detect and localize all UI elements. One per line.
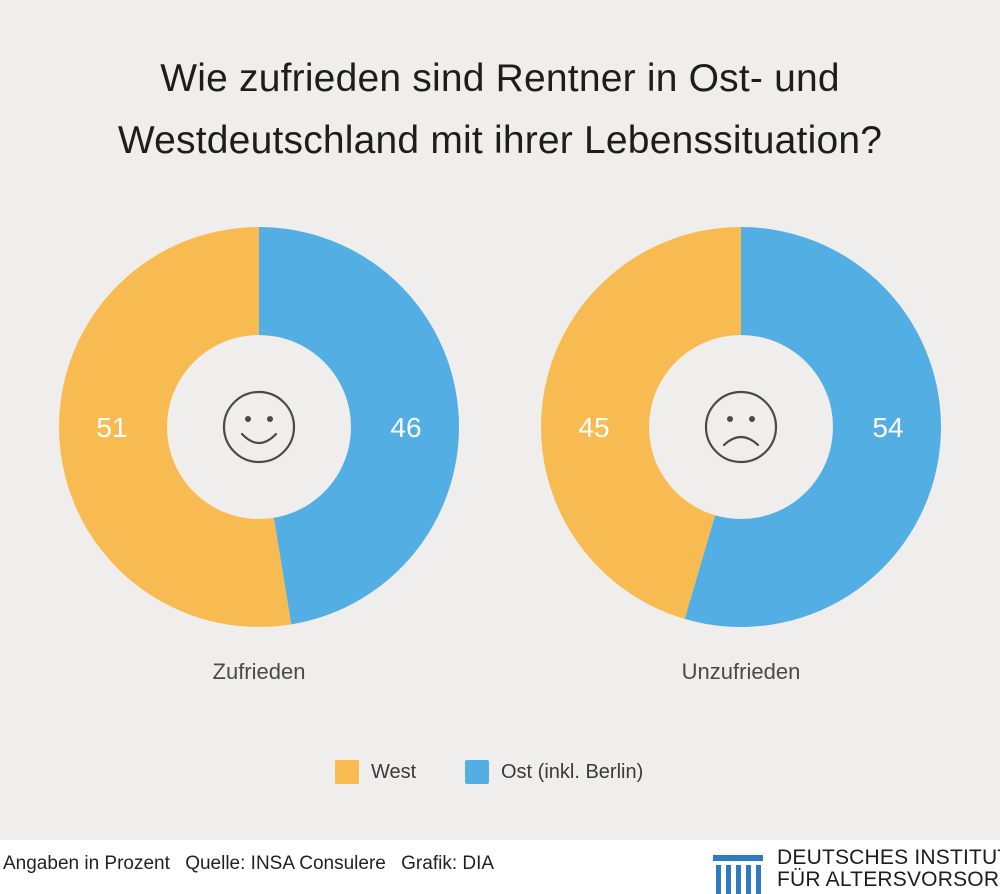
smiley-face-icon bbox=[222, 390, 296, 464]
footer-credits: Angaben in Prozent Quelle: INSA Consuler… bbox=[3, 853, 494, 875]
brand-name-line-1: DEUTSCHES INSTITUT bbox=[777, 846, 1000, 869]
footer-units-note: Angaben in Prozent bbox=[3, 853, 170, 874]
legend-label-ost: Ost (inkl. Berlin) bbox=[501, 760, 644, 783]
legend-item-ost: Ost (inkl. Berlin) bbox=[465, 755, 643, 789]
legend: West Ost (inkl. Berlin) bbox=[0, 755, 1000, 789]
legend-swatch-west bbox=[335, 760, 359, 784]
footer-credit: Grafik: DIA bbox=[401, 853, 495, 874]
footer-source: Quelle: INSA Consulere bbox=[185, 853, 386, 874]
slice-unzufrieden-west bbox=[540, 227, 741, 619]
data-label-zufrieden-west: 51 bbox=[96, 412, 127, 443]
legend-label-west: West bbox=[371, 760, 417, 783]
donut-unzufrieden: 45 54 Unzufrieden bbox=[540, 227, 941, 684]
legend-item-west: West bbox=[335, 755, 416, 789]
chart-title-line-2: Westdeutschland mit ihrer Lebenssituatio… bbox=[117, 119, 883, 162]
slice-zufrieden-ost bbox=[259, 227, 460, 625]
brand-name-line-2: FÜR ALTERSVORSORGE bbox=[777, 868, 1000, 891]
brand-logo: DEUTSCHES INSTITUT FÜR ALTERSVORSORGE bbox=[713, 847, 1000, 894]
donut-zufrieden: 51 46 Zufrieden bbox=[59, 227, 460, 684]
donut-hole-zufrieden bbox=[167, 335, 351, 519]
chart-title: Wie zufrieden sind Rentner in Ost- und W… bbox=[0, 48, 1000, 172]
sad-face-icon bbox=[704, 390, 778, 464]
data-label-unzufrieden-west: 45 bbox=[578, 412, 609, 443]
donut-hole-unzufrieden bbox=[649, 335, 833, 519]
data-label-unzufrieden-ost: 54 bbox=[872, 412, 903, 443]
legend-swatch-ost bbox=[465, 760, 489, 784]
chart-title-line-1: Wie zufrieden sind Rentner in Ost- und bbox=[160, 57, 840, 100]
brand-name: DEUTSCHES INSTITUT FÜR ALTERSVORSORGE bbox=[777, 847, 1000, 891]
data-label-zufrieden-ost: 46 bbox=[390, 412, 421, 443]
chart-label-unzufrieden: Unzufrieden bbox=[682, 659, 801, 684]
columns-logo-icon bbox=[713, 855, 763, 894]
chart-label-zufrieden: Zufrieden bbox=[213, 659, 306, 684]
donut-charts: 51 46 Zufrieden 45 54 Unzufrieden bbox=[59, 227, 941, 684]
footer: Angaben in Prozent Quelle: INSA Consuler… bbox=[0, 840, 1000, 894]
chart-card: Wie zufrieden sind Rentner in Ost- und W… bbox=[0, 0, 1000, 840]
